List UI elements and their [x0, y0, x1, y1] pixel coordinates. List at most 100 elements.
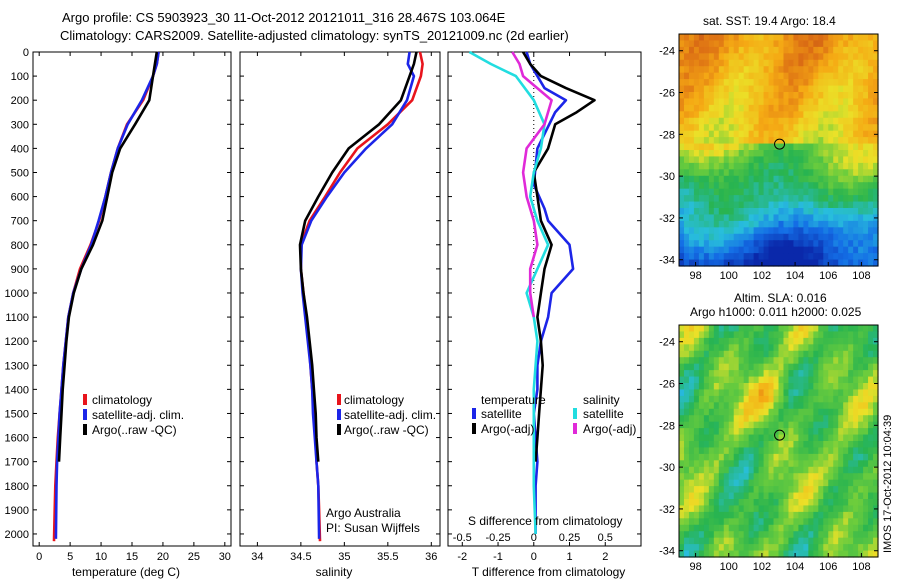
- map-cell: [698, 227, 705, 235]
- map-cell: [808, 473, 814, 481]
- map-cell: [828, 544, 834, 552]
- map-cell: [728, 421, 735, 429]
- map-cell: [773, 201, 780, 209]
- map-cell: [748, 253, 755, 261]
- map-cell: [798, 233, 804, 241]
- map-cell: [813, 85, 819, 93]
- map-cell: [688, 253, 695, 261]
- map-cell: [833, 182, 839, 190]
- map-cell: [783, 130, 790, 138]
- map-cell: [728, 395, 735, 403]
- map-cell: [713, 34, 720, 42]
- map-cell: [703, 130, 710, 138]
- map-cell: [873, 72, 879, 80]
- map-cell: [679, 331, 685, 339]
- map-cell: [763, 550, 770, 558]
- map-cell: [858, 357, 864, 365]
- x-tick-label: 0: [36, 551, 42, 563]
- map-cell: [823, 227, 829, 235]
- map-x-tick-label: 106: [819, 270, 837, 282]
- map-cell: [873, 156, 879, 164]
- map-cell: [743, 383, 750, 391]
- map-cell: [718, 169, 725, 177]
- map-cell: [763, 331, 770, 339]
- map-cell: [688, 357, 695, 365]
- map-cell: [828, 227, 834, 235]
- map-cell: [718, 124, 725, 132]
- map-cell: [788, 143, 795, 151]
- map-cell: [713, 363, 720, 371]
- map-cell: [868, 156, 874, 164]
- map-cell: [708, 156, 715, 164]
- map-cell: [853, 188, 859, 196]
- map-cell: [723, 505, 730, 513]
- map-cell: [733, 117, 740, 125]
- map-cell: [788, 34, 795, 42]
- map-cell: [803, 550, 809, 558]
- map-cell: [688, 473, 695, 481]
- map-cell: [753, 111, 760, 119]
- map-cell: [858, 460, 864, 468]
- map-cell: [873, 350, 879, 358]
- map-cell: [853, 383, 859, 391]
- map-cell: [713, 415, 720, 423]
- map-cell: [698, 34, 705, 42]
- map-cell: [753, 92, 760, 100]
- map-cell: [703, 175, 710, 183]
- map-cell: [853, 453, 859, 461]
- map-cell: [773, 460, 780, 468]
- map-cell: [679, 460, 685, 468]
- map-cell: [833, 34, 839, 42]
- map-cell: [833, 130, 839, 138]
- map-cell: [788, 441, 795, 449]
- map-cell: [843, 531, 849, 539]
- map-cell: [818, 233, 824, 241]
- map-cell: [783, 479, 790, 487]
- map-cell: [843, 130, 849, 138]
- map-cell: [848, 220, 854, 228]
- map-cell: [808, 111, 814, 119]
- map-cell: [748, 150, 755, 158]
- map-cell: [708, 486, 715, 494]
- map-cell: [753, 486, 760, 494]
- map-cell: [713, 505, 720, 513]
- map-cell: [783, 214, 790, 222]
- map-cell: [708, 395, 715, 403]
- map-cell: [843, 182, 849, 190]
- map-cell: [788, 344, 795, 352]
- map-cell: [738, 402, 745, 410]
- map-cell: [688, 370, 695, 378]
- map-cell: [723, 195, 730, 203]
- map-cell: [813, 537, 819, 545]
- map-cell: [758, 402, 765, 410]
- map-cell: [768, 124, 775, 132]
- map-cell: [863, 479, 869, 487]
- map-cell: [688, 162, 695, 170]
- x-tick-label: 0: [531, 551, 537, 563]
- map-cell: [818, 518, 824, 526]
- map-cell: [683, 104, 690, 112]
- map-cell: [713, 111, 720, 119]
- map-cell: [803, 492, 809, 500]
- map-cell: [743, 537, 750, 545]
- map-cell: [703, 408, 710, 416]
- map-cell: [818, 259, 824, 267]
- map-cell: [758, 46, 765, 54]
- map-cell: [868, 253, 874, 261]
- map-cell: [803, 331, 809, 339]
- map-y-tick-label: -34: [659, 546, 675, 558]
- map-cell: [698, 240, 705, 248]
- map-cell: [713, 150, 720, 158]
- map-cell: [763, 156, 770, 164]
- map-cell: [823, 169, 829, 177]
- map-cell: [698, 150, 705, 158]
- map-cell: [763, 518, 770, 526]
- map-cell: [843, 59, 849, 67]
- map-cell: [823, 441, 829, 449]
- map-cell: [679, 79, 685, 87]
- map-cell: [753, 240, 760, 248]
- map-cell: [708, 337, 715, 345]
- map-cell: [698, 331, 705, 339]
- map-cell: [778, 460, 785, 468]
- map-cell: [813, 415, 819, 423]
